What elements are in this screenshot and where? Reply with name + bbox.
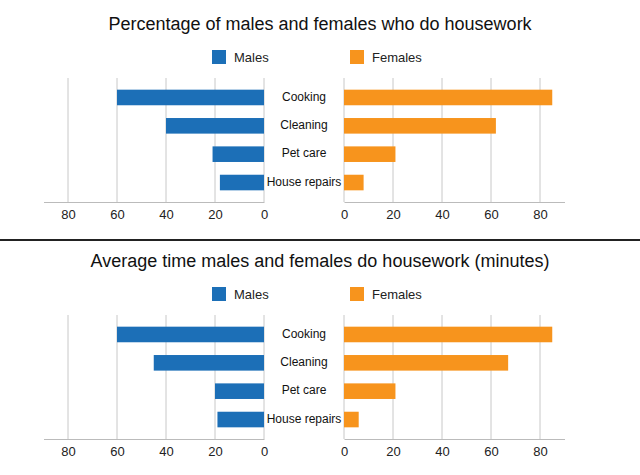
bar (117, 327, 264, 343)
tick-label: 20 (386, 207, 400, 222)
bar (117, 90, 264, 106)
panel: Percentage of males and females who do h… (44, 14, 565, 222)
tick-label: 20 (208, 207, 222, 222)
legend-swatch (350, 50, 364, 64)
tick: 0 (341, 202, 348, 222)
tick-label: 60 (484, 207, 498, 222)
bar (217, 412, 264, 428)
legend-swatch (350, 287, 364, 301)
x-axis: 0 20 40 60 80 (341, 202, 565, 222)
divider (0, 239, 640, 241)
panel: Average time males and females do housew… (44, 251, 565, 459)
category-label: House repairs (267, 175, 342, 189)
bar-group (344, 327, 552, 428)
tick-label: 60 (484, 444, 498, 459)
tick-label: 0 (341, 207, 348, 222)
chart-title: Percentage of males and females who do h… (108, 14, 532, 34)
category-label: Pet care (282, 383, 327, 397)
bar-group (344, 90, 552, 191)
tick: 80 (61, 202, 75, 222)
tick-label: 40 (159, 444, 173, 459)
chart-title: Average time males and females do housew… (91, 251, 550, 271)
tick: 80 (61, 439, 75, 459)
tick: 60 (484, 439, 498, 459)
legend-label: Males (234, 287, 269, 302)
tick-label: 0 (261, 207, 268, 222)
category-label: Cleaning (280, 118, 327, 132)
category-label: Cooking (282, 90, 326, 104)
category-label: House repairs (267, 412, 342, 426)
tick: 40 (159, 202, 173, 222)
tick: 60 (110, 202, 124, 222)
tick-label: 0 (341, 444, 348, 459)
bar (344, 90, 552, 106)
tick-label: 80 (533, 444, 547, 459)
tick-label: 60 (110, 444, 124, 459)
tick-label: 60 (110, 207, 124, 222)
x-axis: 0 20 40 60 80 (341, 439, 565, 459)
tick-label: 40 (435, 207, 449, 222)
bar (213, 146, 264, 162)
tick-label: 40 (159, 207, 173, 222)
tick-label: 40 (435, 444, 449, 459)
tick: 0 (261, 202, 268, 222)
axis-line (44, 202, 265, 203)
legend-swatch (212, 50, 226, 64)
tick: 0 (341, 439, 348, 459)
x-axis: 0 20 40 60 80 (44, 439, 268, 459)
tick: 40 (435, 202, 449, 222)
tick: 60 (110, 439, 124, 459)
legend-label: Females (372, 50, 422, 65)
tick-label: 0 (261, 444, 268, 459)
bar (344, 412, 359, 428)
tick-label: 80 (533, 207, 547, 222)
legend-label: Females (372, 287, 422, 302)
tick: 20 (208, 202, 222, 222)
axis-line (345, 439, 566, 440)
bar-group (117, 90, 264, 191)
category-label: Cooking (282, 327, 326, 341)
tick: 20 (386, 439, 400, 459)
axis-line (44, 439, 265, 440)
tick-label: 80 (61, 444, 75, 459)
grid-line (68, 78, 69, 202)
category-label: Pet care (282, 146, 327, 160)
chart-canvas: Percentage of males and females who do h… (0, 0, 640, 475)
tick: 0 (261, 439, 268, 459)
legend-swatch (212, 287, 226, 301)
bar (344, 383, 395, 399)
bar (344, 118, 496, 134)
bar (344, 327, 552, 343)
tick: 40 (159, 439, 173, 459)
tick-label: 80 (61, 207, 75, 222)
x-axis: 0 20 40 60 80 (44, 202, 268, 222)
bar (215, 383, 264, 399)
category-label: Cleaning (280, 355, 327, 369)
grid-line (68, 315, 69, 439)
axis-line (345, 202, 566, 203)
tick: 40 (435, 439, 449, 459)
legend-label: Males (234, 50, 269, 65)
bar (344, 146, 395, 162)
tick: 80 (533, 439, 547, 459)
tick: 20 (208, 439, 222, 459)
bar (344, 355, 508, 371)
bar (154, 355, 264, 371)
bar-group (117, 327, 264, 428)
bar (220, 175, 264, 191)
tick: 60 (484, 202, 498, 222)
bar (166, 118, 264, 134)
tick-label: 20 (208, 444, 222, 459)
tick-label: 20 (386, 444, 400, 459)
tick: 20 (386, 202, 400, 222)
bar (344, 175, 364, 191)
tick: 80 (533, 202, 547, 222)
